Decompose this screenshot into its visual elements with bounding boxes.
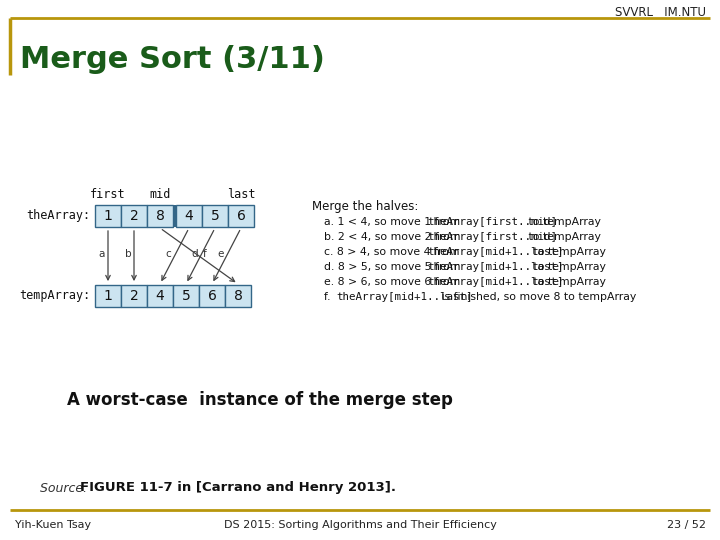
Text: 6: 6 <box>237 209 246 223</box>
Text: a: a <box>99 249 105 259</box>
Text: e: e <box>217 249 224 259</box>
Text: 6: 6 <box>207 289 217 303</box>
Text: 8: 8 <box>156 209 164 223</box>
Bar <box>202 205 228 227</box>
Text: e. 8 > 6, so move 6 from: e. 8 > 6, so move 6 from <box>324 277 464 287</box>
Text: a. 1 < 4, so move 1 from: a. 1 < 4, so move 1 from <box>324 217 464 227</box>
Text: theArray[mid+1..last]: theArray[mid+1..last] <box>428 277 564 287</box>
Bar <box>147 205 173 227</box>
Text: to tempArray: to tempArray <box>530 277 606 287</box>
Text: b. 2 < 4, so move 2 from: b. 2 < 4, so move 2 from <box>324 232 464 242</box>
Text: theArray[mid+1..last]: theArray[mid+1..last] <box>428 247 564 257</box>
Bar <box>176 205 202 227</box>
Text: c: c <box>166 249 171 259</box>
Text: to tempArray: to tempArray <box>530 247 606 257</box>
Bar <box>173 285 199 307</box>
Bar <box>228 205 254 227</box>
Bar <box>121 205 147 227</box>
Text: Yih-Kuen Tsay: Yih-Kuen Tsay <box>15 520 91 530</box>
Text: tempArray:: tempArray: <box>19 289 90 302</box>
Text: 5: 5 <box>181 289 190 303</box>
Text: b: b <box>125 249 131 259</box>
Bar <box>121 285 147 307</box>
Text: to tempArray: to tempArray <box>530 262 606 272</box>
Text: is finished, so move 8 to tempArray: is finished, so move 8 to tempArray <box>438 292 636 302</box>
Bar <box>199 285 225 307</box>
Text: Merge the halves:: Merge the halves: <box>312 200 418 213</box>
Bar <box>147 285 173 307</box>
Text: last: last <box>227 188 256 201</box>
Text: mid: mid <box>149 188 171 201</box>
Text: 2: 2 <box>130 289 138 303</box>
Text: d: d <box>192 249 198 259</box>
Text: 1: 1 <box>104 289 112 303</box>
Text: to tempArray: to tempArray <box>525 217 600 227</box>
Text: DS 2015: Sorting Algorithms and Their Efficiency: DS 2015: Sorting Algorithms and Their Ef… <box>224 520 496 530</box>
Text: 23 / 52: 23 / 52 <box>667 520 706 530</box>
Text: 4: 4 <box>184 209 194 223</box>
Text: theArray[mid+1..last]: theArray[mid+1..last] <box>428 262 564 272</box>
Text: d. 8 > 5, so move 5 from: d. 8 > 5, so move 5 from <box>324 262 464 272</box>
Text: A worst-case  instance of the merge step: A worst-case instance of the merge step <box>67 391 453 409</box>
Text: 4: 4 <box>156 289 164 303</box>
Text: to tempArray: to tempArray <box>525 232 600 242</box>
Bar <box>95 205 121 227</box>
Text: theArray:: theArray: <box>26 210 90 222</box>
Bar <box>225 285 251 307</box>
Text: c. 8 > 4, so move 4 from: c. 8 > 4, so move 4 from <box>324 247 463 257</box>
Text: first: first <box>90 188 126 201</box>
Text: theArray[first..mid]: theArray[first..mid] <box>428 232 558 242</box>
Bar <box>173 205 176 227</box>
Text: f.: f. <box>324 292 334 302</box>
Text: 8: 8 <box>233 289 243 303</box>
Text: Source:: Source: <box>40 482 91 495</box>
Text: theArray[mid+1..last]: theArray[mid+1..last] <box>336 292 473 302</box>
Text: 2: 2 <box>130 209 138 223</box>
Text: 1: 1 <box>104 209 112 223</box>
Text: 5: 5 <box>211 209 220 223</box>
Text: Merge Sort (3/11): Merge Sort (3/11) <box>20 45 325 75</box>
Text: FIGURE 11-7 in [Carrano and Henry 2013].: FIGURE 11-7 in [Carrano and Henry 2013]. <box>80 482 396 495</box>
Bar <box>95 285 121 307</box>
Text: f: f <box>203 249 207 259</box>
Text: SVVRL   IM.NTU: SVVRL IM.NTU <box>615 5 706 18</box>
Text: theArray[first..mid]: theArray[first..mid] <box>428 217 558 227</box>
